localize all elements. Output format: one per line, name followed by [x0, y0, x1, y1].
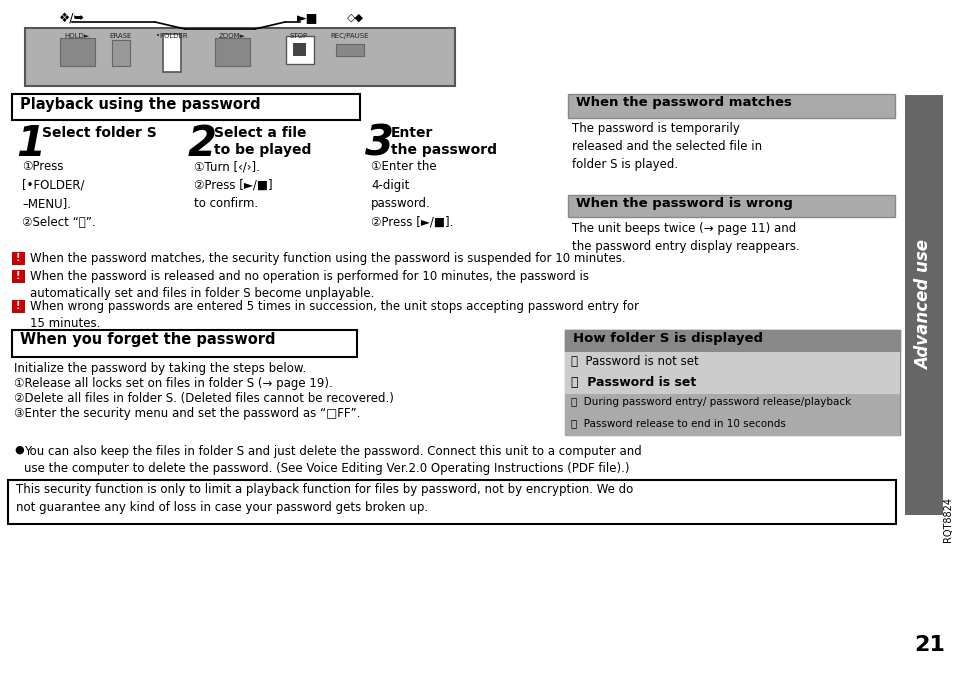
Bar: [12, 300, 25, 313]
Bar: [904, 95, 942, 515]
Text: Advanced use: Advanced use: [914, 240, 932, 370]
Bar: [564, 394, 899, 415]
Text: RQT8824: RQT8824: [942, 498, 952, 542]
Text: The password is temporarily
released and the selected file in
folder S is played: The password is temporarily released and…: [572, 122, 761, 171]
Text: •FOLDER: •FOLDER: [156, 33, 188, 39]
Bar: [293, 43, 306, 56]
Text: REC/PAUSE: REC/PAUSE: [331, 33, 369, 39]
Text: When you forget the password: When you forget the password: [20, 332, 275, 347]
Bar: [564, 330, 899, 435]
Bar: [335, 44, 364, 56]
Bar: [163, 34, 181, 72]
Bar: [214, 38, 250, 66]
Bar: [564, 373, 899, 394]
Text: ERASE: ERASE: [110, 33, 132, 39]
Text: 21: 21: [914, 635, 944, 655]
Text: ③Enter the security menu and set the password as “□FF”.: ③Enter the security menu and set the pas…: [14, 407, 360, 420]
Text: How folder S is displayed: How folder S is displayed: [573, 332, 762, 345]
Text: ①Press
[•FOLDER/
–MENU].
②Select “Ⓢ”.: ①Press [•FOLDER/ –MENU]. ②Select “Ⓢ”.: [22, 160, 95, 229]
Bar: [567, 94, 894, 118]
Text: Ⓢ  During password entry/ password release/playback: Ⓢ During password entry/ password releas…: [571, 397, 850, 407]
Text: ❖/➥: ❖/➥: [59, 12, 85, 24]
Text: ①Enter the
4-digit
password.
②Press [►/■].: ①Enter the 4-digit password. ②Press [►/■…: [371, 160, 453, 229]
Text: !: !: [16, 253, 20, 263]
Text: Ⓢ  Password release to end in 10 seconds: Ⓢ Password release to end in 10 seconds: [571, 418, 785, 428]
Text: Select folder S: Select folder S: [42, 126, 156, 140]
Text: Enter
the password: Enter the password: [391, 126, 497, 157]
Bar: [564, 352, 899, 373]
Bar: [12, 270, 25, 283]
Text: Select a file
to be played: Select a file to be played: [213, 126, 311, 157]
Bar: [60, 38, 95, 66]
Text: STOP: STOP: [290, 33, 308, 39]
Bar: [112, 40, 130, 66]
Text: When the password matches: When the password matches: [576, 96, 791, 109]
Text: When wrong passwords are entered 5 times in succession, the unit stops accepting: When wrong passwords are entered 5 times…: [30, 300, 639, 330]
Text: You can also keep the files in folder S and just delete the password. Connect th: You can also keep the files in folder S …: [24, 445, 641, 475]
Bar: [12, 94, 359, 120]
Text: !: !: [16, 271, 20, 281]
Text: ①Release all locks set on files in folder S (→ page 19).: ①Release all locks set on files in folde…: [14, 377, 333, 390]
Bar: [12, 330, 356, 357]
Text: Playback using the password: Playback using the password: [20, 97, 260, 112]
Bar: [567, 195, 894, 217]
Bar: [564, 415, 899, 436]
Text: When the password is wrong: When the password is wrong: [576, 197, 792, 210]
Text: ZOOM►: ZOOM►: [218, 33, 245, 39]
Text: ◇◆: ◇◆: [346, 13, 363, 23]
Text: 3: 3: [365, 123, 394, 165]
Text: The unit beeps twice (→ page 11) and
the password entry display reappears.: The unit beeps twice (→ page 11) and the…: [572, 222, 799, 253]
Text: 2: 2: [188, 123, 216, 165]
Bar: [564, 330, 899, 352]
Text: ►■: ►■: [297, 12, 318, 24]
Bar: [286, 36, 314, 64]
Text: ●: ●: [14, 445, 24, 455]
Bar: [8, 480, 895, 524]
Text: When the password is released and no operation is performed for 10 minutes, the : When the password is released and no ope…: [30, 270, 588, 300]
Text: This security function is only to limit a playback function for files by passwor: This security function is only to limit …: [16, 483, 633, 514]
Text: Initialize the password by taking the steps below.: Initialize the password by taking the st…: [14, 362, 306, 375]
Text: 1: 1: [16, 123, 45, 165]
Bar: [12, 252, 25, 265]
Text: ①Turn [‹/›].
②Press [►/■]
to confirm.: ①Turn [‹/›]. ②Press [►/■] to confirm.: [193, 160, 273, 210]
Text: !: !: [16, 301, 20, 311]
Text: Ⓢ  Password is not set: Ⓢ Password is not set: [571, 355, 698, 368]
Bar: [25, 28, 455, 86]
Text: When the password matches, the security function using the password is suspended: When the password matches, the security …: [30, 252, 625, 265]
Text: HOLD►: HOLD►: [65, 33, 90, 39]
Text: ②Delete all files in folder S. (Deleted files cannot be recovered.): ②Delete all files in folder S. (Deleted …: [14, 392, 394, 405]
Text: Ⓢ  Password is set: Ⓢ Password is set: [571, 376, 696, 389]
